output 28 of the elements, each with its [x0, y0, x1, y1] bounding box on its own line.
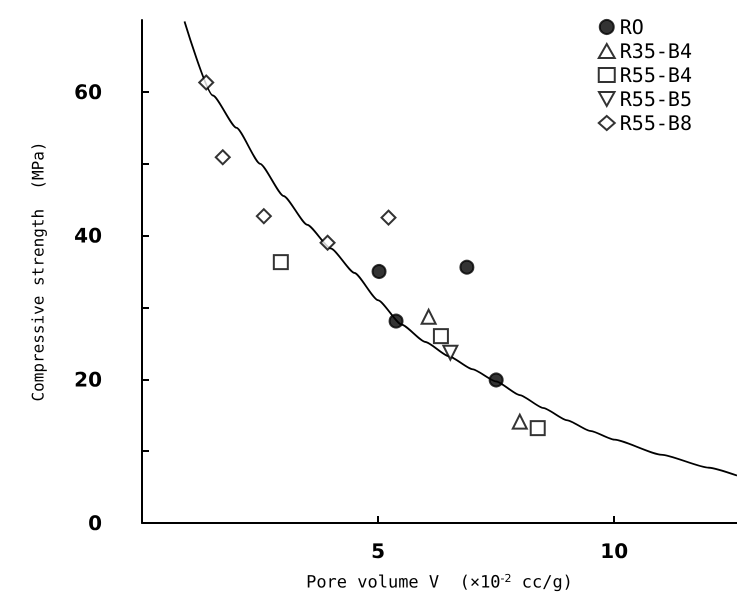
y-axis-title: Compressive strength (MPa)	[28, 141, 48, 402]
point	[388, 314, 404, 329]
point	[530, 420, 546, 436]
x-tick-label: 10	[600, 539, 628, 563]
point	[512, 414, 528, 430]
legend-label: R55-B8	[620, 111, 692, 135]
y-tick-label: 40	[74, 224, 102, 248]
point	[459, 260, 474, 275]
y-tick-label: 0	[88, 511, 102, 535]
point	[320, 234, 336, 251]
legend-label: R35-B4	[620, 39, 692, 63]
y-tick-label: 60	[74, 80, 102, 104]
point	[488, 372, 504, 388]
x-tick-label: 5	[371, 539, 386, 563]
point	[214, 149, 231, 166]
point	[432, 328, 449, 344]
legend-label: R55-B4	[620, 63, 692, 87]
legend-label: RO	[620, 15, 644, 39]
point	[372, 264, 387, 279]
point	[256, 208, 272, 224]
legend-label: R55-B5	[620, 87, 692, 111]
point	[198, 74, 214, 91]
point	[420, 308, 437, 325]
y-tick-label: 20	[74, 367, 102, 392]
point	[380, 210, 396, 226]
point	[442, 344, 458, 361]
point	[272, 254, 289, 270]
line-series	[184, 20, 737, 476]
